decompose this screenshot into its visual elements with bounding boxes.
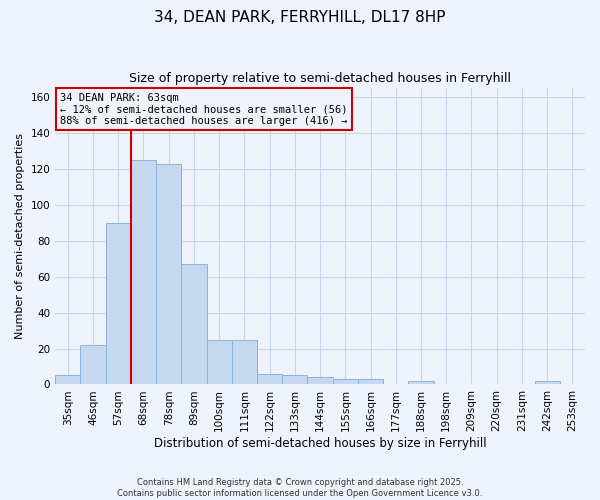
Text: Contains HM Land Registry data © Crown copyright and database right 2025.
Contai: Contains HM Land Registry data © Crown c… [118, 478, 482, 498]
Bar [131, 160, 156, 384]
Bar [282, 376, 307, 384]
Bar [156, 164, 181, 384]
X-axis label: Distribution of semi-detached houses by size in Ferryhill: Distribution of semi-detached houses by … [154, 437, 487, 450]
Y-axis label: Number of semi-detached properties: Number of semi-detached properties [15, 134, 25, 340]
Bar [232, 340, 257, 384]
Bar [80, 345, 106, 385]
Bar [409, 381, 434, 384]
Bar [106, 223, 131, 384]
Bar [181, 264, 206, 384]
Text: 34 DEAN PARK: 63sqm
← 12% of semi-detached houses are smaller (56)
88% of semi-d: 34 DEAN PARK: 63sqm ← 12% of semi-detach… [61, 92, 348, 126]
Bar [332, 379, 358, 384]
Bar [55, 376, 80, 384]
Text: 34, DEAN PARK, FERRYHILL, DL17 8HP: 34, DEAN PARK, FERRYHILL, DL17 8HP [154, 10, 446, 25]
Bar [358, 379, 383, 384]
Bar [257, 374, 282, 384]
Bar [307, 378, 332, 384]
Bar [535, 381, 560, 384]
Bar [206, 340, 232, 384]
Title: Size of property relative to semi-detached houses in Ferryhill: Size of property relative to semi-detach… [129, 72, 511, 86]
